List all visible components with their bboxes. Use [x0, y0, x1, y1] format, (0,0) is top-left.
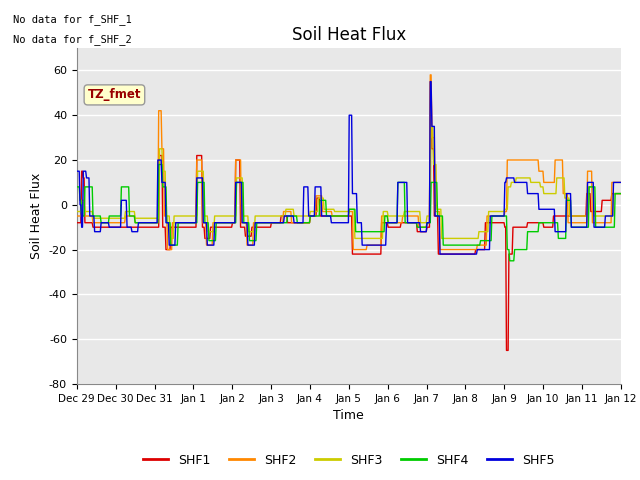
X-axis label: Time: Time: [333, 409, 364, 422]
Text: No data for f_SHF_2: No data for f_SHF_2: [13, 34, 132, 45]
Legend: SHF1, SHF2, SHF3, SHF4, SHF5: SHF1, SHF2, SHF3, SHF4, SHF5: [138, 449, 560, 472]
Text: TZ_fmet: TZ_fmet: [88, 88, 141, 101]
Y-axis label: Soil Heat Flux: Soil Heat Flux: [30, 173, 44, 259]
Text: No data for f_SHF_1: No data for f_SHF_1: [13, 14, 132, 25]
Title: Soil Heat Flux: Soil Heat Flux: [292, 25, 406, 44]
